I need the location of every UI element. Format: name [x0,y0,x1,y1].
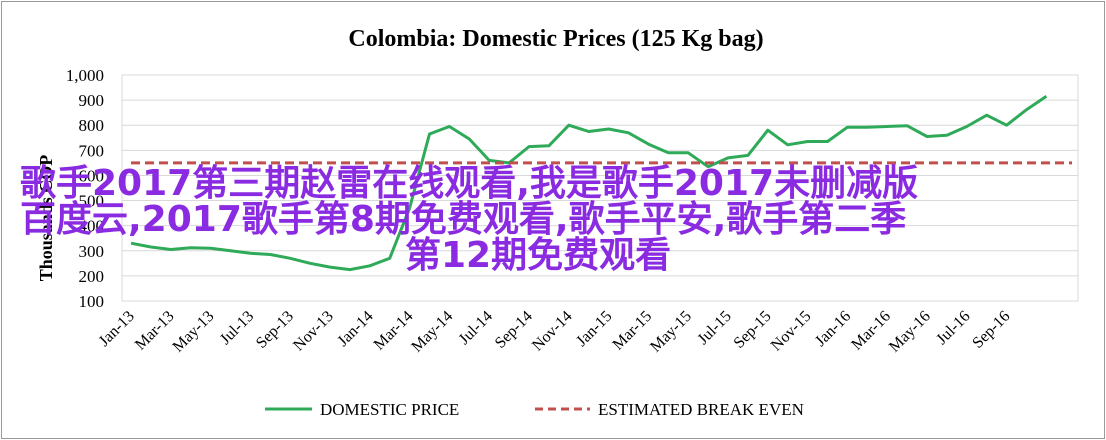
x-tick-label: Jan-15 [573,308,615,350]
legend: DOMESTIC PRICE ESTIMATED BREAK EVEN [265,400,804,419]
x-tick-label: Mar-15 [609,308,655,354]
x-tick-label: Jan-14 [334,308,376,350]
y-tick-label: 600 [79,166,105,185]
y-axis-ticks: 100 200 300 400 500 600 700 800 900 1,000 [66,66,104,311]
x-tick-label: Sep-16 [969,308,1013,352]
legend-label-estimated-break-even: ESTIMATED BREAK EVEN [598,400,804,419]
y-tick-label: 400 [79,217,105,236]
y-tick-label: 800 [79,116,105,135]
x-tick-label: Jan-16 [812,308,854,350]
x-tick-label: Sep-14 [492,308,536,352]
y-tick-label: 700 [79,141,105,160]
y-tick-label: 100 [79,292,105,311]
x-tick-label: May-13 [170,308,218,356]
x-tick-label: Jul-16 [933,308,973,348]
x-tick-label: May-15 [647,308,695,356]
y-axis-label: Thousands COP [36,155,56,282]
x-tick-label: Sep-13 [253,308,297,352]
x-tick-label: Nov-13 [290,308,337,355]
series-layer [130,95,1072,272]
x-tick-label: May-16 [886,308,934,356]
x-tick-label: May-14 [408,308,456,356]
x-tick-label: Jan-13 [96,308,138,350]
x-tick-label: Nov-14 [529,308,576,355]
legend-label-domestic-price: DOMESTIC PRICE [320,400,459,419]
chart-title: Colombia: Domestic Prices (125 Kg bag) [348,26,763,52]
x-tick-label: Mar-13 [132,308,178,354]
x-tick-label: Mar-14 [371,308,417,354]
gridlines [121,74,1079,302]
x-tick-label: Jul-13 [217,308,257,348]
y-tick-label: 500 [79,192,105,211]
x-tick-label: Mar-16 [848,308,894,354]
x-tick-label: Jul-15 [695,308,735,348]
y-tick-label: 200 [79,267,105,286]
series-line-domestic-price [130,95,1048,272]
y-tick-label: 1,000 [66,66,104,85]
y-tick-label: 900 [79,91,105,110]
x-tick-label: Nov-15 [768,308,815,355]
x-tick-label: Jul-14 [456,308,496,348]
x-tick-label: Sep-15 [731,308,775,352]
y-tick-label: 300 [79,242,105,261]
